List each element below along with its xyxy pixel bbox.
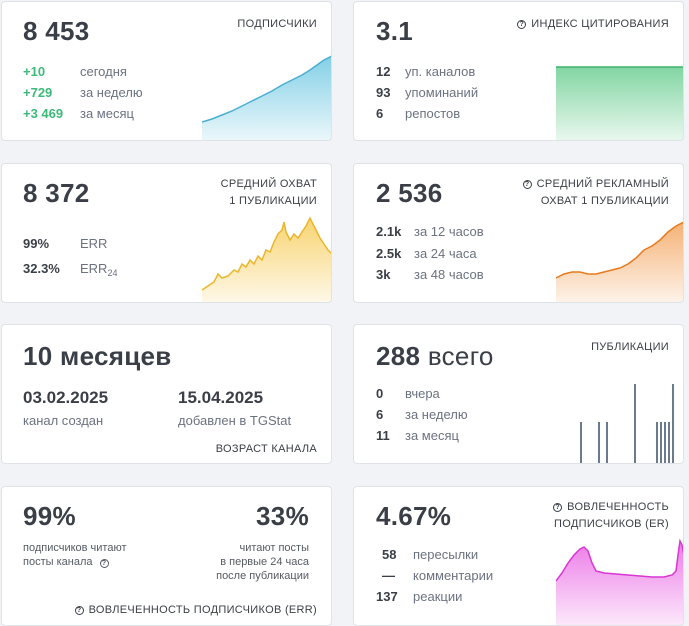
er-sparkline: [556, 538, 683, 625]
stat-label: за неделю: [80, 85, 143, 100]
er-value: 4.67%: [376, 501, 452, 531]
stat-value: +10: [23, 64, 46, 79]
added-date: 15.04.2025: [178, 388, 264, 407]
avg-reach-caption: СРЕДНИЙ ОХВАТ 1 ПУБЛИКАЦИИ: [220, 178, 317, 207]
stat-label: за 48 часов: [414, 267, 484, 282]
subscribers-caption: ПОДПИСЧИКИ: [237, 18, 317, 30]
ad-reach-card[interactable]: 2 536 ? СРЕДНИЙ РЕКЛАМНЫЙ ОХВАТ 1 ПУБЛИКА…: [353, 163, 684, 303]
stat-value: —: [382, 568, 395, 583]
stat-label: репостов: [405, 106, 461, 121]
stat-row: +10 сегодня: [23, 64, 203, 80]
added-label: добавлен в TGStat: [178, 413, 292, 428]
stat-row: 0 вчера: [376, 386, 536, 402]
stat-label: за месяц: [405, 428, 459, 443]
publications-card[interactable]: 288 всего ПУБЛИКАЦИИ 0 вчера 6 за неделю…: [353, 324, 684, 464]
citation-sparkline: [556, 66, 683, 140]
stat-row: 58 пересылки: [382, 547, 542, 563]
stat-label: сегодня: [80, 64, 127, 79]
help-icon[interactable]: ?: [74, 606, 84, 615]
citation-caption: ? ИНДЕКС ЦИТИРОВАНИЯ: [517, 16, 669, 33]
stat-value: 12: [376, 64, 391, 79]
stat-label: реакции: [413, 589, 463, 604]
stat-value: +729: [23, 85, 53, 100]
ad-reach-sparkline: [556, 221, 683, 302]
err-24h-desc: читают посты в первые 24 часа после публ…: [216, 542, 309, 582]
stat-label: за 24 часа: [414, 246, 477, 261]
err-engagement-card[interactable]: 99% подписчиков читают посты канала ? 33…: [1, 486, 332, 626]
subscribers-sparkline: [202, 55, 331, 140]
stat-value: 137: [376, 589, 398, 604]
stat-value: 6: [376, 407, 384, 422]
channel-age-caption: ВОЗРАСТ КАНАЛА: [215, 443, 317, 455]
stat-row: +3 469 за месяц: [23, 106, 203, 122]
stat-row: 12 уп. каналов: [376, 64, 556, 80]
channel-age-card[interactable]: 10 месяцев 03.02.2025 канал создан 15.04…: [1, 324, 332, 464]
err-readers-desc: подписчиков читают посты канала ?: [23, 542, 127, 568]
avg-reach-value: 8 372: [23, 178, 90, 208]
stat-row: 2.1k за 12 часов: [376, 224, 556, 240]
stat-row: 137 реакции: [376, 589, 536, 605]
help-icon[interactable]: ?: [522, 180, 532, 189]
channel-age-value: 10 месяцев: [23, 341, 172, 371]
stat-row: 3k за 48 часов: [376, 267, 556, 283]
stat-value: 2.5k: [376, 246, 402, 261]
subscribers-card[interactable]: 8 453 ПОДПИСЧИКИ +10 сегодня +729 за нед…: [1, 1, 332, 141]
stat-value: 6: [376, 106, 384, 121]
er-caption: ? ВОВЛЕЧЕННОСТЬ ПОДПИСЧИКОВ (ER): [553, 501, 669, 530]
stat-label: ERR24: [80, 261, 118, 278]
stat-label: вчера: [405, 386, 440, 401]
stat-value: 11: [376, 428, 390, 443]
stat-value: 58: [382, 547, 397, 562]
subscribers-value: 8 453: [23, 16, 90, 46]
stat-label: за 12 часов: [414, 224, 484, 239]
stat-value: 0: [376, 386, 384, 401]
err-24h-value: 33%: [256, 501, 309, 531]
publications-bars: [580, 384, 674, 463]
stat-row: 32.3% ERR24: [23, 261, 203, 278]
created-label: канал создан: [23, 413, 104, 428]
publications-value: 288 всего: [376, 341, 494, 371]
stat-label: упоминаний: [405, 85, 479, 100]
stat-row: +729 за неделю: [23, 85, 203, 101]
help-icon[interactable]: ?: [553, 503, 563, 512]
stat-value: +3 469: [23, 106, 64, 121]
citation-card[interactable]: 3.1 ? ИНДЕКС ЦИТИРОВАНИЯ 12 уп. каналов 9…: [353, 1, 684, 141]
stat-value: 99%: [23, 236, 50, 251]
stat-label: уп. каналов: [405, 64, 476, 79]
stat-label: ERR: [80, 236, 108, 251]
err-engagement-caption: ? ВОВЛЕЧЕННОСТЬ ПОДПИСЧИКОВ (ERR): [74, 602, 317, 619]
avg-reach-card[interactable]: 8 372 СРЕДНИЙ ОХВАТ 1 ПУБЛИКАЦИИ 99% ERR…: [1, 163, 332, 303]
stat-row: 6 за неделю: [376, 407, 536, 423]
ad-reach-value: 2 536: [376, 178, 443, 208]
stat-row: — комментарии: [382, 568, 542, 584]
publications-caption: ПУБЛИКАЦИИ: [591, 341, 669, 353]
help-icon[interactable]: ?: [99, 559, 109, 568]
stat-value: 93: [376, 85, 391, 100]
citation-value: 3.1: [376, 16, 414, 46]
stat-row: 93 упоминаний: [376, 85, 556, 101]
stat-label: за неделю: [405, 407, 468, 422]
stat-value: 32.3%: [23, 261, 60, 276]
stat-label: за месяц: [80, 106, 134, 121]
stat-label: комментарии: [413, 568, 494, 583]
stat-row: 2.5k за 24 часа: [376, 246, 556, 262]
avg-reach-sparkline: [202, 216, 331, 302]
stat-value: 2.1k: [376, 224, 402, 239]
stat-value: 3k: [376, 267, 391, 282]
stat-row: 6 репостов: [376, 106, 556, 122]
created-date: 03.02.2025: [23, 388, 109, 407]
stat-row: 11 за месяц: [376, 428, 536, 444]
stat-label: пересылки: [413, 547, 479, 562]
help-icon[interactable]: ?: [517, 20, 527, 29]
stat-row: 99% ERR: [23, 236, 203, 252]
ad-reach-caption: ? СРЕДНИЙ РЕКЛАМНЫЙ ОХВАТ 1 ПУБЛИКАЦИИ: [522, 176, 669, 210]
er-engagement-card[interactable]: 4.67% ? ВОВЛЕЧЕННОСТЬ ПОДПИСЧИКОВ (ER) 58…: [353, 486, 684, 626]
err-readers-value: 99%: [23, 501, 76, 531]
